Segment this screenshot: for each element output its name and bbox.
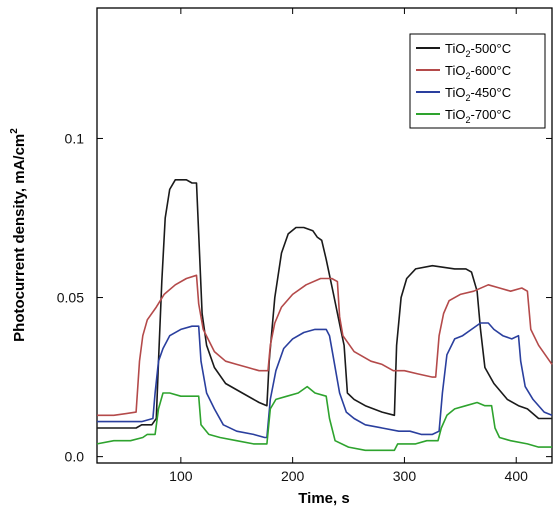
series-line-3 [97, 322, 553, 439]
x-tick-label: 100 [169, 468, 193, 484]
x-tick-label: 300 [393, 468, 417, 484]
svg-text:Photocurrent density, mA/cm2: Photocurrent density, mA/cm2 [9, 128, 28, 342]
series-line-4 [96, 385, 552, 452]
y-tick-label: 0.1 [65, 130, 85, 146]
legend-items: TiO2-500°C TiO2-600°C TiO2-450°C TiO2-700°C [416, 41, 511, 125]
series-layer [96, 179, 553, 452]
legend: TiO2-500°C TiO2-600°C TiO2-450°C TiO2-700°C [409, 33, 546, 129]
y-tick-label: 0.05 [57, 290, 84, 306]
legend-label-4: TiO2-700°C [445, 107, 511, 125]
axis-ticks [97, 8, 552, 463]
y-axis-title: Photocurrent density, mA/cm2 [9, 128, 28, 342]
series-line-2 [97, 274, 553, 417]
y-tick-label: 0.0 [65, 449, 85, 465]
legend-label-1: TiO2-500°C [445, 41, 511, 59]
y-axis-title-main: Photocurrent density, mA/cm [11, 134, 28, 342]
legend-label-3: TiO2-450°C [445, 85, 511, 103]
legend-label-2: TiO2-600°C [445, 63, 511, 81]
x-tick-label: 200 [281, 468, 305, 484]
x-tick-label: 400 [505, 468, 529, 484]
legend-box [409, 33, 546, 129]
tick-labels: 100 200 300 400 0.0 0.05 0.1 [57, 130, 528, 484]
series-line-1 [97, 179, 552, 429]
x-axis-title: Time, s [298, 490, 349, 507]
y-axis-title-superscript: 2 [9, 128, 20, 134]
